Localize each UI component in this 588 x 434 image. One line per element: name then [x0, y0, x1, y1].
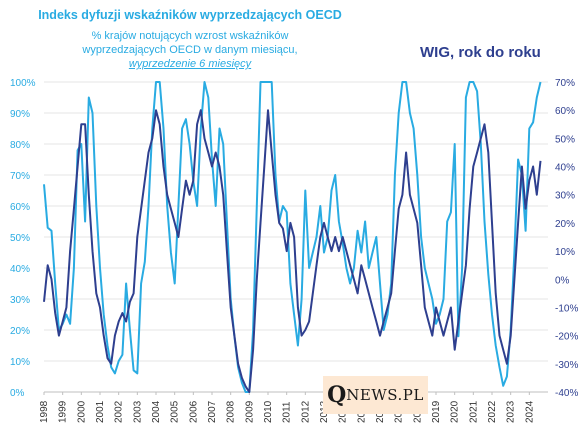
x-axis-tick-label: 2003	[132, 400, 143, 423]
left-axis-tick-label: 90%	[10, 109, 30, 120]
right-axis-tick-label: 40%	[555, 163, 575, 174]
left-axis-tick-label: 20%	[10, 326, 30, 337]
left-axis-tick-label: 0%	[10, 388, 25, 399]
x-axis-tick-label: 2005	[170, 400, 181, 423]
right-axis-tick-label: -40%	[555, 388, 578, 399]
x-axis-tick-label: 2020	[450, 400, 461, 423]
x-axis-tick-label: 2004	[151, 400, 162, 423]
x-axis-tick-label: 1998	[39, 400, 50, 423]
right-axis-tick-label: 0%	[555, 275, 570, 286]
right-axis-tick-label: -10%	[555, 303, 578, 314]
diffusion-index-line	[43, 81, 542, 393]
left-axis-tick-label: 40%	[10, 264, 30, 275]
right-axis-tick-label: -20%	[555, 332, 578, 343]
left-axis-tick-label: 30%	[10, 295, 30, 306]
right-axis-tick-label: 60%	[555, 106, 575, 117]
left-axis-tick-label: 70%	[10, 171, 30, 182]
right-axis-tick-label: -30%	[555, 360, 578, 371]
x-axis-tick-label: 2002	[114, 400, 125, 423]
left-axis-tick-label: 80%	[10, 140, 30, 151]
x-axis-tick-label: 2023	[506, 400, 517, 423]
x-axis-tick-label: 2024	[524, 400, 535, 423]
wig-title: WIG, rok do roku	[420, 44, 541, 61]
x-axis-tick-label: 2022	[487, 400, 498, 423]
subtitle-line-2: wyprzedzających OECD w danym miesiącu,	[82, 44, 298, 56]
x-axis-tick-label: 2011	[282, 401, 293, 423]
left-axis-tick-label: 50%	[10, 233, 30, 244]
x-axis-tick-label: 2019	[431, 400, 442, 423]
wig-yoy-line	[43, 109, 542, 393]
logo-q: Q	[327, 382, 347, 408]
x-axis-tick-label: 2006	[188, 400, 199, 423]
x-axis-tick-label: 2008	[226, 400, 237, 423]
x-axis-tick-label: 2010	[263, 400, 274, 423]
right-axis-tick-label: 30%	[555, 191, 575, 202]
x-axis-tick-label: 1999	[58, 400, 69, 423]
diffusion-index-subtitle: % krajów notujących wzrost wskaźników wy…	[30, 29, 350, 71]
right-axis-tick-label: 50%	[555, 134, 575, 145]
left-axis-tick-label: 100%	[10, 78, 36, 89]
x-axis-tick-label: 2021	[468, 400, 479, 423]
x-axis-tick-label: 2001	[95, 400, 106, 423]
x-axis-tick-label: 2000	[76, 400, 87, 423]
x-axis-tick-label: 2012	[300, 400, 311, 423]
logo-text: NEWS.PL	[346, 386, 424, 404]
left-axis-tick-label: 10%	[10, 357, 30, 368]
right-axis-tick-label: 20%	[555, 219, 575, 230]
qnews-logo: Q NEWS.PL	[323, 376, 428, 414]
right-axis-tick-label: 10%	[555, 247, 575, 258]
right-axis-tick-label: 70%	[555, 78, 575, 89]
left-axis-tick-label: 60%	[10, 202, 30, 213]
subtitle-line-3: wyprzedzenie 6 miesięcy	[128, 58, 252, 70]
subtitle-line-1: % krajów notujących wzrost wskaźników	[91, 30, 289, 42]
x-axis-tick-label: 2007	[207, 400, 218, 423]
x-axis-tick-label: 2009	[244, 400, 255, 423]
diffusion-index-title: Indeks dyfuzji wskaźników wyprzedzającyc…	[38, 8, 342, 22]
